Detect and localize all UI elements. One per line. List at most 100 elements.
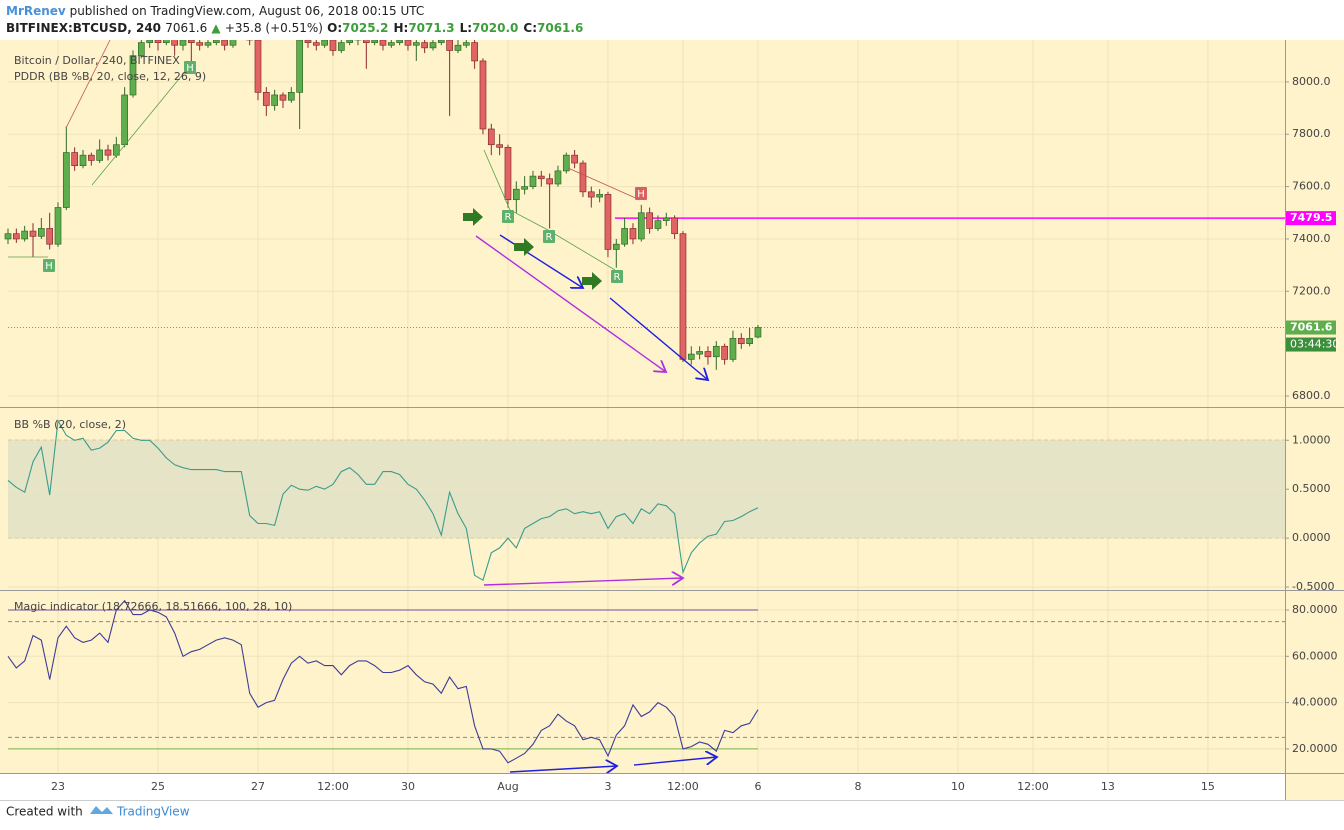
logo	[90, 806, 113, 814]
x-tick-label: 12:00	[1017, 780, 1049, 793]
candle-body	[29, 230, 37, 237]
x-tick-label: 10	[951, 780, 965, 793]
plot-bg	[0, 40, 1285, 773]
change: +35.8 (+0.51%)	[224, 21, 323, 35]
candle-body	[154, 40, 162, 43]
pattern-lines	[8, 39, 641, 271]
candle-body	[521, 186, 528, 190]
y-tick-label: 0.0000	[1292, 531, 1331, 544]
candle-body	[396, 40, 403, 43]
pane	[7, 418, 1285, 588]
y-tick-label: 8000.0	[1292, 75, 1331, 88]
pattern-marker	[184, 61, 196, 74]
candle-body	[554, 170, 562, 185]
y-tick-label: 1.0000	[1292, 433, 1331, 446]
candle-body	[287, 92, 295, 101]
candle-body	[329, 40, 337, 51]
candle-body	[704, 351, 712, 358]
candle-body	[479, 60, 487, 130]
candle-body	[221, 40, 229, 46]
y-tick-label: 40.0000	[1292, 696, 1338, 709]
candle-body	[271, 94, 278, 106]
pane	[4, 35, 1285, 397]
author[interactable]: MrRenev	[6, 4, 66, 18]
candle-body	[21, 230, 29, 240]
y-tick-label: 7600.0	[1292, 180, 1331, 193]
publish-line: MrRenev published on TradingView.com, Au…	[6, 4, 424, 18]
candle-body	[696, 351, 703, 355]
quote-value: 7061.6	[537, 21, 584, 35]
arrows	[475, 234, 717, 772]
candle-body	[596, 194, 603, 198]
symbol: BITFINEX:BTCUSD, 240	[6, 21, 162, 35]
candle-body	[62, 152, 70, 208]
pattern-marker-label: R	[614, 272, 621, 283]
candle-body	[654, 220, 662, 229]
candle-body	[96, 149, 104, 161]
candle-body	[196, 42, 204, 46]
candle-body	[12, 233, 20, 240]
candle-body	[746, 338, 753, 345]
quote: O:7025.2 H:7071.3 L:7020.0 C:7061.6	[327, 21, 588, 35]
created: Created with	[6, 805, 83, 819]
pane-title: Bitcoin / Dollar, 240, BITFINEX	[14, 54, 180, 67]
price-tag-label: 7479.5	[1290, 211, 1332, 224]
candle-body	[679, 233, 687, 360]
candle-body	[146, 40, 154, 43]
candle-body	[279, 94, 287, 101]
y-tick-label: -0.5000	[1292, 580, 1334, 593]
candle-body	[454, 44, 462, 51]
countdown-tag	[1286, 337, 1336, 352]
quote-value: 7020.0	[472, 21, 519, 35]
quote-label: C:	[523, 21, 537, 35]
brand[interactable]: TradingView	[116, 805, 190, 819]
candle-body	[304, 40, 312, 43]
candle-body	[296, 40, 303, 93]
candle-body	[437, 40, 445, 43]
up-icon: ▲	[211, 21, 221, 35]
candle-body	[446, 40, 453, 51]
candle-body	[754, 327, 762, 338]
pane-title: Magic indicator (18.72666, 18.51666, 100…	[14, 600, 292, 613]
x-tick-label: 30	[401, 780, 415, 793]
candle-body	[179, 40, 187, 46]
published: published on TradingView.com, August 06,…	[69, 4, 425, 18]
price-tag-label: 7061.6	[1290, 321, 1333, 334]
quote-value: 7025.2	[342, 21, 389, 35]
last: 7061.6	[165, 21, 208, 35]
candle-body	[254, 40, 262, 93]
candle-body	[662, 217, 670, 221]
candle-body	[646, 212, 653, 229]
candle-body	[671, 217, 678, 235]
candle-body	[46, 228, 54, 245]
candle-body	[354, 40, 362, 41]
candle-body	[629, 228, 637, 240]
candle-body	[238, 35, 244, 38]
candle-body	[121, 94, 129, 146]
candle-body	[471, 42, 478, 62]
y-tick-label: 7400.0	[1292, 232, 1331, 245]
pattern-marker	[543, 230, 555, 243]
candle-body	[737, 338, 745, 345]
countdown: 03:44:30	[1290, 338, 1339, 351]
indicator-line	[7, 599, 759, 764]
candle-body	[462, 42, 470, 46]
candle-body	[246, 40, 254, 41]
candle-body	[87, 154, 95, 161]
candle-body	[312, 42, 320, 46]
x-tick-label: 15	[1201, 780, 1215, 793]
y-tick-label: 7200.0	[1292, 284, 1331, 297]
candle-body	[187, 40, 195, 43]
candle-body	[379, 40, 387, 46]
candle-body	[204, 42, 212, 46]
candle-body	[71, 152, 79, 166]
quote-line: BITFINEX:BTCUSD, 240 7061.6 ▲ +35.8 (+0.…	[6, 21, 588, 35]
candle-body	[721, 345, 728, 360]
candle-body	[512, 188, 520, 201]
x-tick-label: 12:00	[317, 780, 349, 793]
candle-body	[37, 228, 45, 237]
y-tick-label: 20.0000	[1292, 742, 1338, 755]
indicator-line	[7, 418, 759, 582]
x-tick-label: 23	[51, 780, 65, 793]
